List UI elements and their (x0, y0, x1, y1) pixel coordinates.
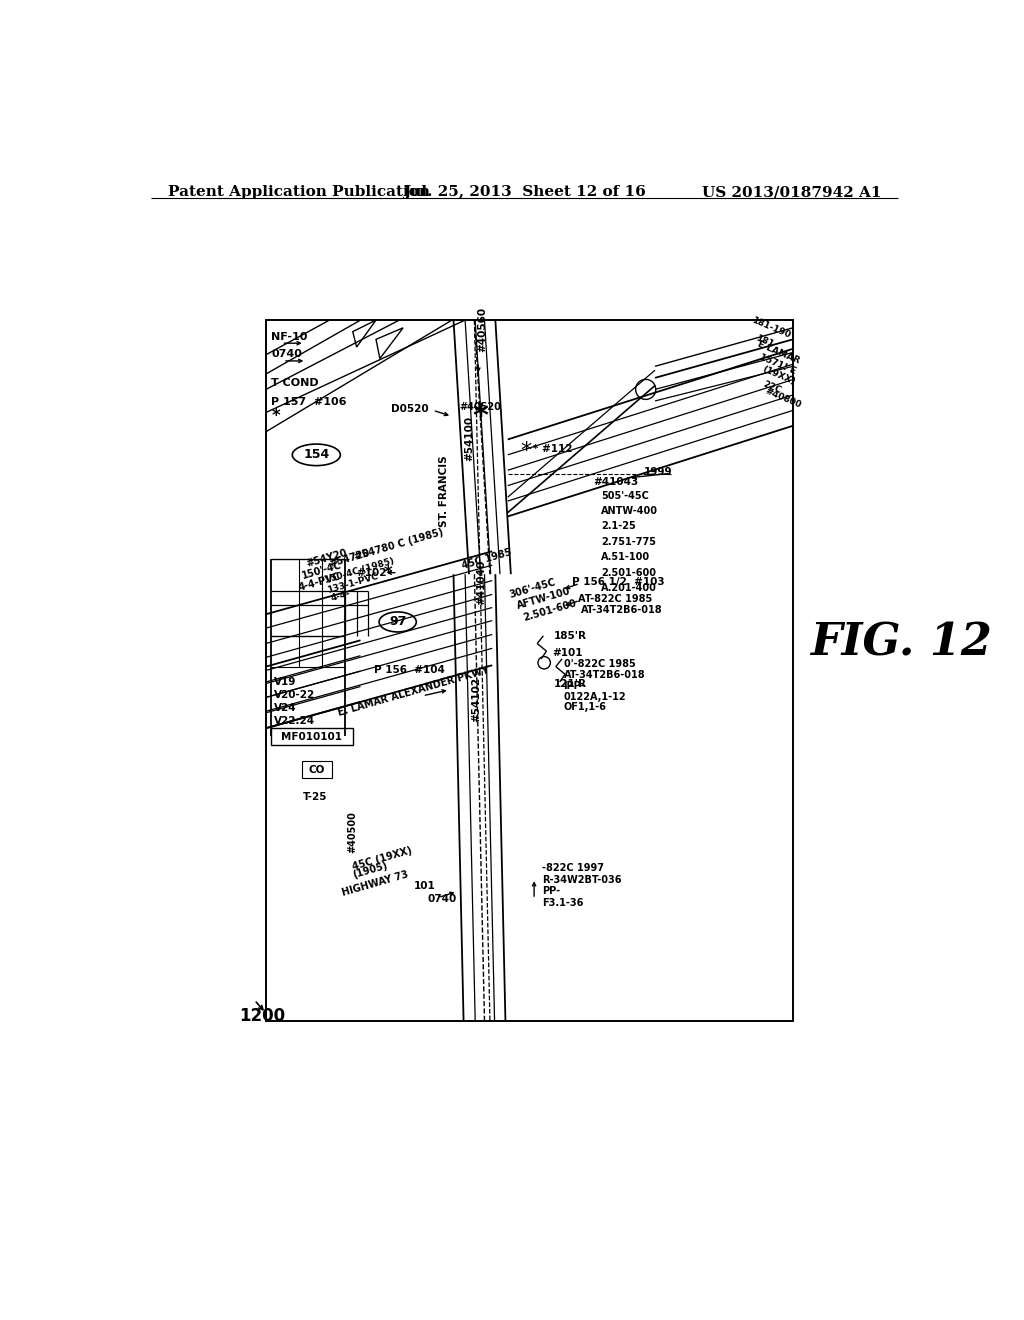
Text: *: * (271, 408, 280, 425)
Text: 154: 154 (303, 449, 330, 462)
Text: 4-4-PVC: 4-4-PVC (297, 572, 341, 593)
Text: 97: 97 (389, 615, 407, 628)
Text: T-25: T-25 (303, 792, 328, 803)
Text: *: * (473, 401, 488, 430)
Text: E LAMAR: E LAMAR (756, 339, 801, 366)
Bar (271, 729, 352, 744)
Text: 22C: 22C (762, 379, 783, 395)
Text: *: * (520, 441, 531, 461)
Text: OF1,1-6: OF1,1-6 (563, 702, 606, 713)
Text: D0520: D0520 (391, 404, 429, 413)
Text: -822C 1997: -822C 1997 (542, 863, 604, 874)
Text: V22.24: V22.24 (273, 717, 314, 726)
Text: 181-190: 181-190 (751, 315, 792, 341)
Text: Patent Application Publication: Patent Application Publication (168, 185, 430, 199)
Ellipse shape (379, 612, 417, 632)
Text: US 2013/0187942 A1: US 2013/0187942 A1 (701, 185, 882, 199)
Text: IPP-: IPP- (563, 681, 585, 690)
Text: FIG. 12: FIG. 12 (810, 622, 992, 665)
Text: V20-22: V20-22 (273, 690, 315, 700)
Text: 4-4-: 4-4- (330, 589, 351, 603)
Text: V19: V19 (273, 677, 296, 686)
Text: ANTW-400: ANTW-400 (601, 506, 657, 516)
Text: 2.1-25: 2.1-25 (601, 521, 636, 532)
Text: A.51-100: A.51-100 (601, 552, 650, 562)
Text: 505'-45C: 505'-45C (601, 491, 648, 500)
Text: 0122A,1-12: 0122A,1-12 (563, 692, 626, 702)
Text: * #112: * #112 (532, 445, 572, 454)
Text: (19XX): (19XX) (761, 364, 796, 387)
Text: 45C (19XX): 45C (19XX) (351, 846, 414, 873)
Text: P 156 1/2  #103: P 156 1/2 #103 (572, 577, 665, 587)
Text: 185'R: 185'R (554, 631, 587, 640)
Text: A.201-400: A.201-400 (601, 583, 656, 593)
Text: PP-: PP- (542, 887, 560, 896)
Text: 121'R: 121'R (554, 678, 587, 689)
Polygon shape (376, 327, 403, 359)
Text: 150'-4C: 150'-4C (301, 560, 343, 581)
Text: MF010101: MF010101 (282, 731, 342, 742)
Text: R-34W2BT-036: R-34W2BT-036 (542, 875, 622, 884)
Text: AT-822C 1985: AT-822C 1985 (578, 594, 651, 603)
Text: 45C 1985: 45C 1985 (461, 546, 513, 570)
Text: E. LAMAR ALEXANDER PKWY: E. LAMAR ALEXANDER PKWY (337, 665, 489, 718)
Text: P 157  #106: P 157 #106 (271, 397, 347, 408)
Text: #54100: #54100 (464, 416, 474, 461)
Text: 0'-822C 1985: 0'-822C 1985 (563, 659, 635, 669)
Text: #40520: #40520 (460, 403, 502, 412)
Text: 306'-45C: 306'-45C (508, 577, 556, 599)
Text: AFTW-100: AFTW-100 (515, 586, 571, 611)
Text: F3.1-36: F3.1-36 (542, 898, 584, 908)
Text: #54780 C (1985): #54780 C (1985) (353, 528, 444, 562)
Text: #101: #101 (553, 648, 584, 657)
Text: Jul. 25, 2013  Sheet 12 of 16: Jul. 25, 2013 Sheet 12 of 16 (403, 185, 646, 199)
Text: #54Y20: #54Y20 (305, 548, 348, 569)
Polygon shape (352, 321, 376, 347)
Text: 101: 101 (414, 880, 435, 891)
Text: #41043: #41043 (593, 477, 638, 487)
Text: 2.751-775: 2.751-775 (601, 537, 655, 546)
Ellipse shape (292, 444, 340, 466)
Text: 2.501-600: 2.501-600 (521, 598, 578, 623)
Text: (1905): (1905) (351, 861, 388, 880)
Text: #102: #102 (356, 568, 387, 578)
Text: 150-4C (1985): 150-4C (1985) (324, 556, 395, 585)
Text: *: * (384, 564, 392, 582)
Text: P 156  #104: P 156 #104 (375, 665, 445, 676)
Text: 1200: 1200 (239, 1007, 285, 1024)
Text: 1999: 1999 (644, 467, 673, 477)
Text: #40800: #40800 (764, 387, 803, 411)
Text: #40500: #40500 (348, 812, 357, 853)
Text: 1571! E: 1571! E (758, 352, 797, 376)
Text: #41040: #41040 (476, 560, 486, 605)
Text: AT-34T2B6-018: AT-34T2B6-018 (582, 606, 663, 615)
Text: 0740: 0740 (427, 894, 457, 904)
Text: ST. FRANCIS: ST. FRANCIS (439, 455, 450, 527)
Bar (302, 762, 332, 779)
Text: 0740: 0740 (271, 348, 302, 359)
Text: 2.501-600: 2.501-600 (601, 568, 655, 578)
Text: V24: V24 (273, 704, 296, 713)
Text: AT-34T2B6-018: AT-34T2B6-018 (563, 671, 645, 680)
Bar (266, 321, 793, 1020)
Circle shape (636, 379, 655, 400)
Text: CO: CO (309, 764, 326, 775)
Text: T COND: T COND (271, 379, 319, 388)
Text: HIGHWAY 73: HIGHWAY 73 (341, 870, 410, 898)
Text: 181: 181 (755, 334, 775, 350)
Text: #54102: #54102 (472, 676, 481, 722)
Text: NF-10: NF-10 (271, 331, 308, 342)
Circle shape (538, 656, 550, 669)
Text: 133-1-PVC: 133-1-PVC (326, 572, 379, 595)
Text: #54720: #54720 (328, 548, 371, 569)
Text: #40560: #40560 (477, 308, 487, 352)
